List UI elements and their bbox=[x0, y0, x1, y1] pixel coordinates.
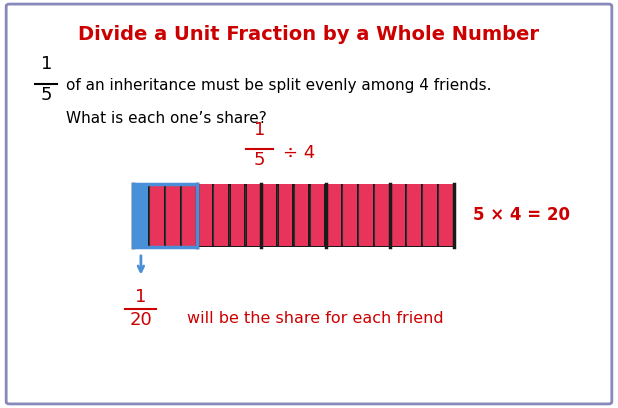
Text: Divide a Unit Fraction by a Whole Number: Divide a Unit Fraction by a Whole Number bbox=[78, 25, 540, 44]
Bar bbox=[231, 184, 244, 246]
Bar bbox=[263, 184, 276, 246]
Text: 1: 1 bbox=[41, 55, 52, 73]
Bar bbox=[182, 184, 196, 246]
Text: 5 × 4 = 20: 5 × 4 = 20 bbox=[473, 206, 570, 224]
Bar bbox=[150, 184, 164, 246]
Bar bbox=[311, 184, 324, 246]
Text: 5: 5 bbox=[41, 86, 52, 104]
Bar bbox=[198, 184, 212, 246]
FancyBboxPatch shape bbox=[6, 4, 612, 404]
Bar bbox=[375, 184, 389, 246]
Bar bbox=[407, 184, 421, 246]
Bar bbox=[166, 184, 180, 246]
Text: of an inheritance must be split evenly among 4 friends.: of an inheritance must be split evenly a… bbox=[66, 78, 492, 93]
Text: What is each one’s share?: What is each one’s share? bbox=[66, 111, 267, 126]
Bar bbox=[391, 184, 405, 246]
Bar bbox=[423, 184, 437, 246]
Bar bbox=[134, 184, 148, 246]
Text: 20: 20 bbox=[130, 311, 152, 329]
Bar bbox=[327, 184, 341, 246]
Bar bbox=[279, 184, 292, 246]
Text: 1: 1 bbox=[135, 288, 146, 306]
Bar bbox=[133, 184, 454, 247]
Bar bbox=[343, 184, 357, 246]
Text: 5: 5 bbox=[254, 151, 265, 169]
Bar bbox=[134, 184, 148, 246]
Bar bbox=[439, 184, 453, 246]
Bar bbox=[214, 184, 228, 246]
Text: will be the share for each friend: will be the share for each friend bbox=[187, 311, 444, 326]
Bar bbox=[247, 184, 260, 246]
Bar bbox=[359, 184, 373, 246]
Text: ÷ 4: ÷ 4 bbox=[283, 144, 315, 162]
Bar bbox=[295, 184, 308, 246]
Bar bbox=[133, 184, 197, 247]
Text: 1: 1 bbox=[254, 121, 265, 139]
